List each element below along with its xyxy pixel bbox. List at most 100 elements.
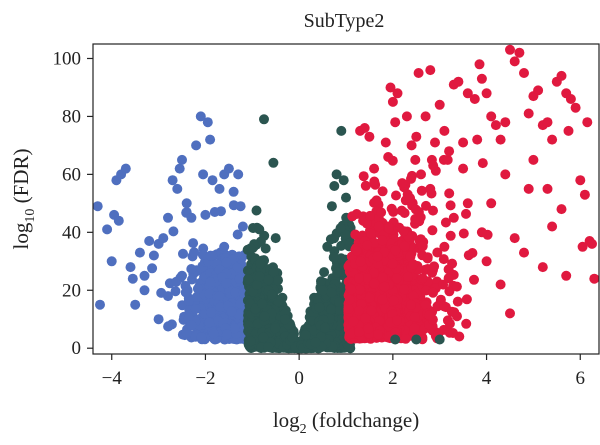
down-point: [190, 304, 201, 314]
neutral-point: [273, 275, 283, 286]
up-point: [577, 241, 588, 252]
up-point: [348, 316, 359, 327]
neutral-point: [336, 240, 347, 251]
down-point: [232, 229, 243, 240]
up-point: [519, 247, 529, 258]
down-point: [177, 154, 187, 165]
down-point: [139, 285, 150, 296]
neutral-point: [317, 285, 328, 296]
down-point: [214, 183, 225, 194]
up-point: [444, 286, 455, 297]
up-point: [444, 188, 455, 199]
down-point: [148, 250, 159, 261]
up-point: [495, 279, 506, 290]
up-point: [416, 185, 427, 196]
up-point: [351, 245, 362, 256]
up-point: [442, 315, 453, 326]
up-point: [366, 228, 376, 239]
up-point: [444, 146, 455, 157]
up-point: [429, 261, 440, 272]
up-point: [589, 273, 599, 284]
up-point: [383, 152, 394, 162]
neutral-point: [320, 322, 330, 333]
neutral-point: [334, 297, 345, 307]
up-point: [376, 207, 387, 218]
down-point: [204, 288, 215, 299]
up-point: [390, 245, 401, 256]
up-point: [360, 313, 371, 324]
up-point: [406, 299, 416, 310]
up-point: [523, 108, 534, 119]
neutral-point: [263, 274, 274, 285]
neutral-point: [300, 330, 311, 341]
up-point: [380, 137, 391, 148]
down-point: [237, 221, 248, 232]
down-point: [163, 291, 173, 302]
down-point: [221, 329, 232, 340]
x-axis-label: log2 (foldchange): [273, 408, 419, 437]
up-point: [364, 292, 375, 303]
down-point: [139, 270, 150, 281]
down-point: [221, 257, 232, 268]
up-point: [358, 171, 369, 182]
neutral-point: [268, 157, 279, 168]
y-axis-label: log10 (FDR): [9, 149, 38, 250]
down-point: [235, 201, 246, 212]
down-point: [93, 201, 103, 212]
neutral-point: [252, 279, 262, 290]
x-tick-label: −2: [195, 368, 215, 389]
up-point: [442, 154, 453, 165]
down-point: [113, 215, 124, 226]
up-point: [417, 241, 428, 252]
up-point: [416, 169, 426, 180]
up-point: [451, 281, 462, 292]
up-point: [354, 273, 364, 284]
neutral-point: [328, 252, 339, 263]
down-point: [172, 183, 183, 194]
neutral-point: [254, 271, 265, 282]
up-point: [398, 226, 409, 237]
neutral-point: [254, 224, 265, 235]
neutral-point: [270, 323, 281, 334]
up-point: [399, 241, 410, 252]
up-point: [461, 208, 471, 219]
down-point: [228, 186, 239, 197]
up-point: [346, 284, 357, 295]
neutral-point: [257, 298, 268, 309]
neutral-point: [245, 243, 256, 254]
up-point: [439, 125, 450, 136]
down-point: [163, 321, 174, 332]
down-point: [95, 299, 105, 310]
up-point: [421, 200, 431, 211]
down-point: [158, 233, 169, 244]
up-point: [388, 295, 399, 306]
down-point: [214, 291, 225, 301]
neutral-point: [245, 336, 256, 347]
up-point: [509, 233, 520, 244]
up-point: [565, 94, 576, 104]
neutral-point: [336, 125, 347, 136]
down-point: [153, 314, 164, 325]
down-point: [209, 207, 220, 217]
chart-title: SubType2: [304, 10, 385, 32]
up-point: [392, 88, 403, 99]
down-point: [215, 302, 226, 313]
up-point: [411, 131, 422, 142]
up-point: [385, 82, 396, 93]
up-point: [427, 225, 438, 236]
up-point: [379, 281, 390, 292]
down-point: [207, 175, 218, 186]
neutral-point: [326, 304, 336, 315]
x-tick-label: −4: [102, 368, 123, 389]
up-point: [452, 296, 463, 307]
up-point: [547, 221, 558, 232]
plot-frame: [92, 43, 600, 355]
up-point: [377, 235, 388, 246]
up-point: [449, 307, 460, 318]
neutral-point: [280, 314, 291, 325]
down-point: [221, 278, 231, 289]
up-point: [369, 267, 379, 278]
up-point: [440, 217, 451, 228]
down-point: [202, 117, 213, 128]
